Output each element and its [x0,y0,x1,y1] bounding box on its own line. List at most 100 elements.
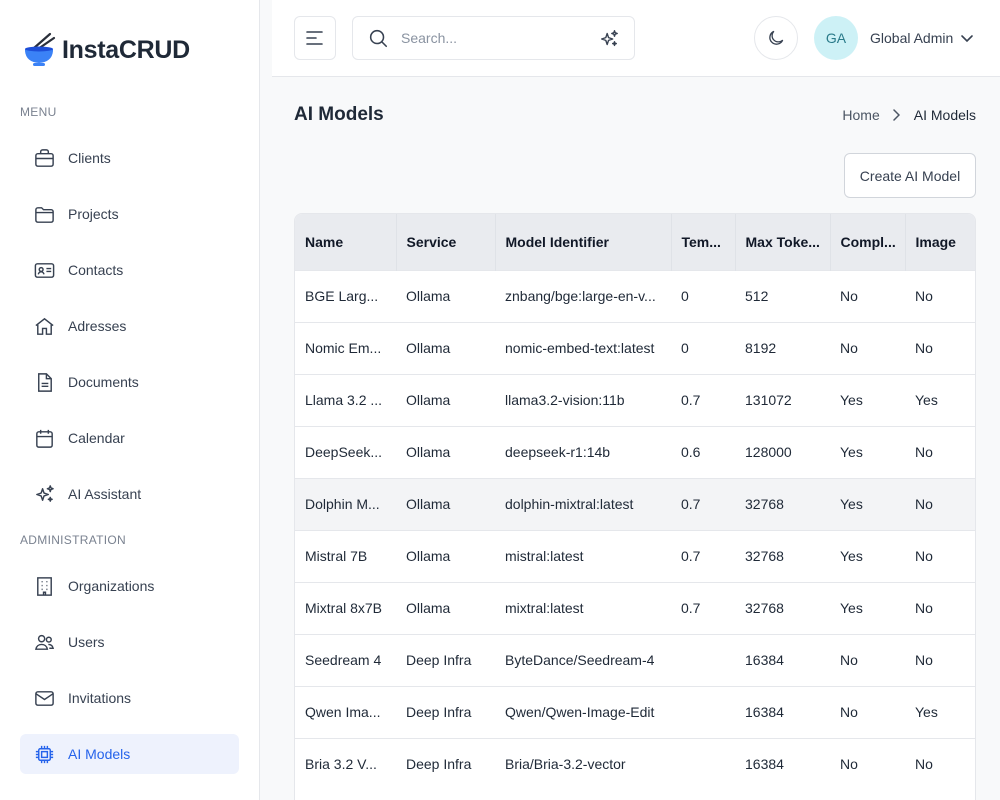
cell-max-tokens: 16384 [745,704,784,720]
folder-icon [32,202,56,226]
cell-max-tokens: 32768 [745,548,784,564]
administration-section-label: ADMINISTRATION [20,533,126,547]
sidebar-item-contacts[interactable]: Contacts [20,250,239,290]
sidebar-item-invitations[interactable]: Invitations [20,678,239,718]
cell-model-identifier: mistral:latest [505,548,584,564]
table-row[interactable]: Bria 3.2 V... Deep Infra Bria/Bria-3.2-vec… [295,738,975,790]
theme-toggle-button[interactable] [754,16,798,60]
cell-image: No [915,288,933,304]
page-title: AI Models [294,104,384,125]
sidebar-item-organizations[interactable]: Organizations [20,566,239,606]
sidebar-item-projects[interactable]: Projects [20,194,239,234]
sidebar-item-adresses[interactable]: Adresses [20,306,239,346]
menu-icon [306,31,323,45]
search-box[interactable] [352,16,635,60]
cell-max-tokens: 128000 [745,444,792,460]
column-header-max-tokens[interactable]: Max Toke... [735,214,831,270]
table-row[interactable]: Qwen Ima... Deep Infra Qwen/Qwen-Image-Edi… [295,686,975,738]
sidebar-toggle-button[interactable] [294,16,336,60]
cell-max-tokens: 16384 [745,756,784,773]
sidebar-item-clients[interactable]: Clients [20,138,239,178]
cell-completion: Yes [840,496,863,512]
breadcrumb-home-link[interactable]: Home [842,107,880,123]
cell-temperature [671,738,735,790]
top-header: GA Global Admin [272,0,1000,77]
table-row[interactable]: Llama 3.2 ... Ollama llama3.2-vision:11b 0.… [295,374,975,426]
table-row[interactable]: BGE Larg... Ollama znbang/bge:large-en-v..… [295,270,975,322]
avatar[interactable]: GA [814,16,858,60]
table-row[interactable]: Mixtral 8x7B Ollama mixtral:latest 0.7 32768… [295,582,975,634]
column-header-service[interactable]: Service [396,214,496,270]
cell-temperature: 0 [681,340,689,356]
cell-completion: Yes [840,548,863,564]
cell-completion: No [840,756,858,773]
chip-icon [32,742,56,766]
user-name[interactable]: Global Admin [870,30,954,46]
sidebar-item-documents[interactable]: Documents [20,362,239,402]
cell-temperature: 0.6 [681,444,701,460]
cell-name: Nomic Em... [305,340,382,356]
sidebar-item-users[interactable]: Users [20,622,239,662]
cell-name: Dolphin M... [305,496,380,512]
column-header-completion[interactable]: Compl... [830,214,906,270]
cell-image: No [915,548,933,564]
cell-image: No [915,756,933,773]
sidebar-item-label: Clients [68,150,111,166]
sidebar-item-ai-assistant[interactable]: AI Assistant [20,474,239,514]
table-row[interactable]: Nomic Em... Ollama nomic-embed-text:latest… [295,322,975,374]
cell-model-identifier: llama3.2-vision:11b [505,392,625,408]
sidebar: InstaCRUD MENU Clients Projects Contacts… [0,0,260,800]
ai-sparkles-icon[interactable] [598,28,620,50]
sidebar-item-label: Contacts [68,262,124,278]
cell-service: Ollama [406,392,451,408]
table-row[interactable]: Seedream 4 Deep Infra ByteDance/Seedream-4… [295,634,975,686]
cell-service: Ollama [406,288,451,304]
cell-completion: Yes [840,600,863,616]
cell-name: Mixtral 8x7B [305,600,383,616]
table-row[interactable]: Mistral 7B Ollama mistral:latest 0.7 32768 Ye… [295,530,975,582]
column-header-name[interactable]: Name [295,214,397,270]
table-row[interactable]: DeepSeek... Ollama deepseek-r1:14b 0.6 12800… [295,426,975,478]
cell-name: Qwen Ima... [305,704,381,720]
cell-name: BGE Larg... [305,288,379,304]
table-header-row: Name Service Model Identifier Tem... Max… [295,214,975,270]
app-logo[interactable]: InstaCRUD [22,32,190,68]
search-input[interactable] [401,30,581,46]
cell-temperature: 0.7 [681,600,701,616]
cell-image: No [915,340,933,356]
calendar-icon [32,426,56,450]
cell-model-identifier: dolphin-mixtral:latest [505,496,634,512]
sidebar-item-label: AI Models [68,746,131,762]
cell-max-tokens: 16384 [745,652,784,668]
cell-model-identifier: Qwen/Qwen-Image-Edit [505,704,655,720]
column-header-model-identifier[interactable]: Model Identifier [495,214,672,270]
table-row[interactable]: Dolphin M... Ollama dolphin-mixtral:latest… [295,478,975,530]
sidebar-item-label: Documents [68,374,139,390]
building-icon [32,574,56,598]
cell-completion: No [840,652,858,668]
sidebar-item-label: Invitations [68,690,132,706]
users-icon [32,630,56,654]
cell-image: Yes [915,704,938,720]
cell-completion: No [840,288,858,304]
chevron-down-icon[interactable] [960,31,974,45]
sidebar-item-ai-models[interactable]: AI Models [20,734,239,774]
cell-completion: No [840,704,858,720]
cell-image: No [915,652,933,668]
cell-max-tokens: 32768 [745,600,784,616]
search-icon [369,29,388,48]
column-header-image[interactable]: Image [915,233,956,250]
cell-completion: No [840,340,858,356]
column-header-temperature[interactable]: Tem... [671,214,736,270]
sidebar-item-calendar[interactable]: Calendar [20,418,239,458]
cell-temperature: 0.7 [681,392,701,408]
chevron-right-icon [892,109,902,121]
sidebar-item-label: Users [68,634,105,650]
home-icon [32,314,56,338]
create-ai-model-button[interactable]: Create AI Model [844,153,976,198]
briefcase-icon [32,146,56,170]
cell-temperature [671,686,735,738]
cell-model-identifier: mixtral:latest [505,600,584,616]
cell-image: No [915,600,933,616]
cell-temperature [671,634,735,686]
